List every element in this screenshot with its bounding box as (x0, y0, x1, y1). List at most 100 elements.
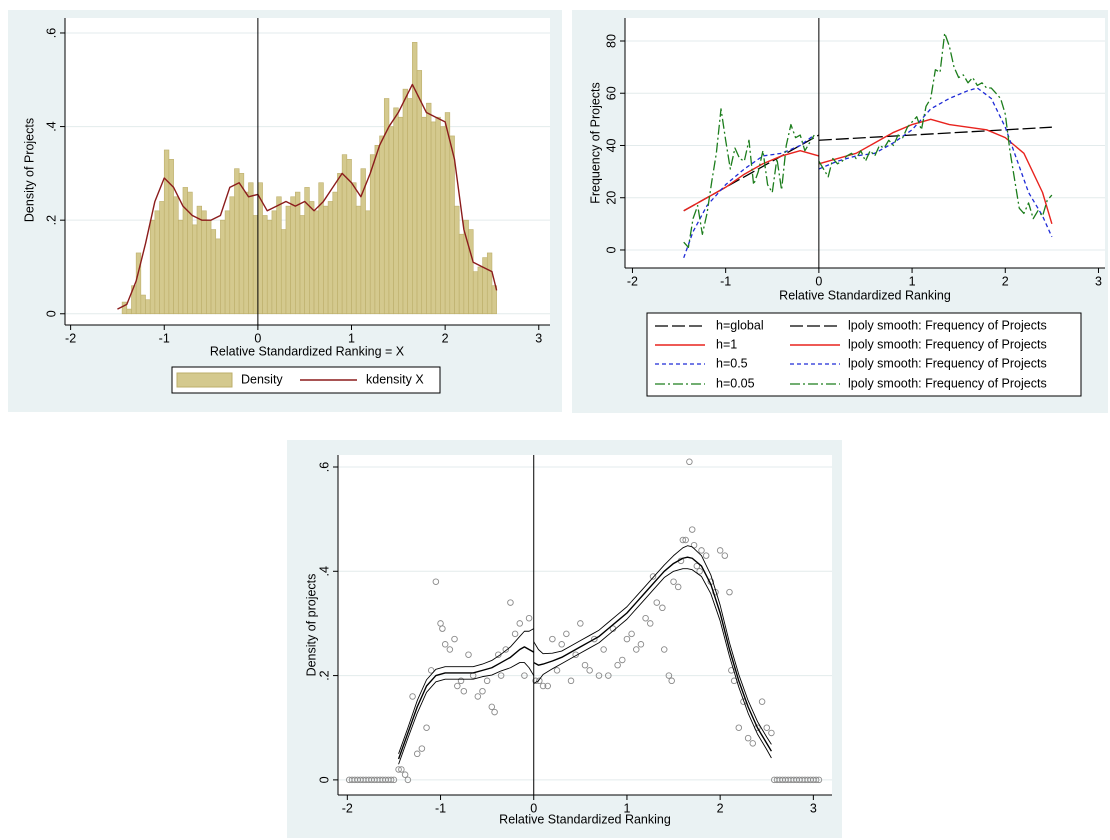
histogram-bar (402, 88, 408, 315)
scatter-point (586, 667, 593, 674)
series-line (398, 628, 534, 754)
scatter-point (637, 641, 645, 648)
scatter-point (572, 651, 579, 658)
x-tick-label: -1 (435, 801, 446, 815)
scatter-point (763, 724, 771, 731)
scatter-point (457, 677, 465, 685)
histogram-bar (206, 219, 212, 315)
legend-label: h=0.5 (716, 356, 748, 370)
y-tick-label: 0 (604, 246, 618, 253)
histogram-bar (309, 201, 315, 315)
scatter-point (497, 672, 505, 679)
x-tick-label: 2 (442, 331, 449, 345)
series-line (818, 87, 1053, 238)
legend-label: lpoly smooth: Frequency of Projects (848, 337, 1047, 351)
histogram-bar (121, 301, 128, 315)
legend-box (646, 312, 1082, 397)
x-tick-label: 1 (909, 274, 916, 288)
y-tick-label: .4 (317, 566, 331, 576)
scatter-point (563, 630, 570, 638)
x-tick-label: 3 (1095, 274, 1102, 288)
legend-label: kdensity X (366, 372, 424, 386)
scatter-point (668, 677, 675, 685)
histogram-bar (262, 215, 268, 315)
y-tick-label: 0 (317, 776, 331, 783)
histogram-bar (149, 219, 156, 315)
series-line (683, 108, 815, 249)
y-axis-title: Density of Projects (22, 118, 36, 222)
series-line (818, 126, 1052, 141)
x-tick-label: -2 (65, 331, 76, 345)
histogram-bar (323, 205, 329, 315)
scatter-point (474, 693, 482, 700)
histogram-bar (266, 219, 273, 315)
plot-marks (683, 32, 1053, 259)
histogram-bar (248, 182, 254, 315)
histogram-bar (472, 271, 479, 315)
scatter-point (409, 693, 416, 700)
scatter-point (544, 682, 551, 690)
scatter-point (465, 651, 472, 658)
histogram-bar (187, 191, 193, 315)
scatter-point (735, 724, 743, 731)
scatter-point (679, 536, 687, 544)
histogram-bar (280, 229, 287, 315)
histogram-bar (252, 215, 259, 315)
y-tick-label: .4 (44, 121, 58, 131)
histogram-bar (421, 116, 427, 315)
scatter-point (686, 458, 693, 466)
histogram-bar (486, 252, 493, 315)
scatter-point (670, 578, 677, 585)
scatter-point (418, 745, 426, 752)
scatter-point (536, 677, 543, 685)
legend-label: Density (241, 372, 283, 386)
histogram-bar (159, 201, 165, 315)
histogram-bar (491, 285, 497, 315)
histogram-bar (355, 205, 362, 315)
histogram-bar (398, 116, 404, 315)
plot-marks (117, 42, 498, 315)
legend-label: lpoly smooth: Frequency of Projects (848, 356, 1047, 370)
histogram-bar (341, 154, 348, 315)
legend-label: h=1 (716, 337, 737, 351)
histogram-bar (379, 135, 385, 315)
histogram-bar (224, 210, 231, 315)
plot-area (338, 455, 832, 795)
histogram-bar (135, 252, 142, 315)
x-tick-label: 3 (810, 801, 817, 815)
histogram-bar (337, 173, 343, 315)
scatter-point (646, 620, 654, 627)
histogram-bar (416, 70, 423, 315)
legend-swatch (176, 372, 233, 388)
x-tick-label: 2 (717, 801, 724, 815)
histogram-bar (173, 196, 179, 315)
histogram-bar (192, 224, 198, 315)
scatter-point (665, 672, 673, 679)
histogram-bar (327, 201, 334, 315)
scatter-point (525, 614, 533, 622)
histogram-bar (201, 210, 207, 315)
x-tick-label: 0 (815, 274, 822, 288)
scatter-point (567, 677, 575, 685)
scatter-point (696, 568, 703, 575)
histogram-bar (234, 168, 240, 315)
legend-label: lpoly smooth: Frequency of Projects (848, 318, 1047, 332)
series-line (533, 556, 773, 752)
scatter-point (479, 687, 486, 695)
histogram-bar (229, 196, 235, 315)
scatter-point (660, 646, 668, 653)
histogram-bar (243, 191, 249, 315)
scatter-point (614, 661, 621, 669)
scatter-point (395, 766, 402, 773)
series-line (818, 32, 1053, 220)
y-tick-label: .6 (44, 28, 58, 38)
x-tick-label: 0 (530, 801, 537, 815)
x-tick-label: -1 (159, 331, 170, 345)
histogram-bar (285, 205, 291, 315)
scatter-point (674, 583, 682, 591)
x-tick-label: -1 (720, 274, 731, 288)
series-line (533, 568, 772, 759)
scatter-point (511, 630, 519, 638)
histogram-bar (126, 308, 132, 315)
histogram-bar (332, 191, 338, 315)
